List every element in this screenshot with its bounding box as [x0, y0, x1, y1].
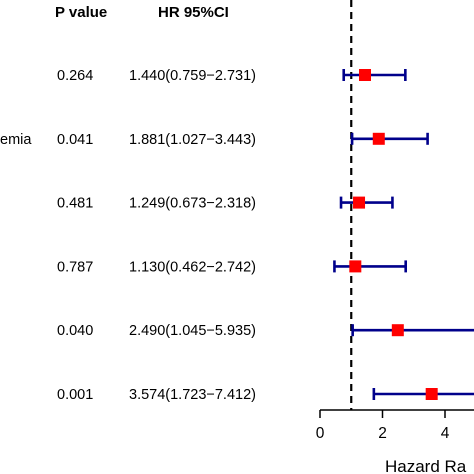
hr-marker: [425, 388, 438, 400]
x-axis-label: Hazard Ra: [385, 457, 467, 474]
hr-ci-cell: 2.490(1.045−5.935): [129, 323, 256, 339]
hr-marker: [359, 69, 371, 81]
x-tick-label: 0: [316, 425, 325, 442]
hr-marker: [391, 324, 404, 337]
pvalue-cell: 0.787: [57, 259, 93, 275]
plot-area: 0 2 4 Hazard Ra: [316, 0, 474, 474]
hr-ci-cell: 1.249(0.673−2.318): [129, 196, 256, 212]
x-tick-label: 4: [441, 425, 450, 442]
pvalue-cell: 0.001: [57, 387, 93, 403]
hr-ci-cell: 1.881(1.027−3.443): [129, 132, 256, 148]
hr-marker: [349, 260, 362, 273]
hr-header: HR 95%CI: [158, 4, 229, 21]
pvalue-cell: 0.041: [57, 132, 93, 148]
pvalue-cell: 0.264: [57, 68, 93, 84]
row-label: emia: [0, 132, 32, 148]
x-tick-label: 2: [378, 425, 387, 442]
hr-ci-cell: 1.440(0.759−2.731): [129, 68, 256, 84]
hr-ci-cell: 1.130(0.462−2.742): [129, 259, 256, 275]
hr-marker: [353, 196, 366, 209]
pvalue-cell: 0.481: [57, 196, 93, 212]
pvalue-header: P value: [55, 4, 107, 21]
table-rows: 0.264 1.440(0.759−2.731) emia 0.041 1.881(1.…: [0, 68, 256, 403]
hr-marker: [372, 132, 385, 145]
hr-ci-cell: 3.574(1.723−7.412): [129, 387, 256, 403]
pvalue-cell: 0.040: [57, 323, 93, 339]
